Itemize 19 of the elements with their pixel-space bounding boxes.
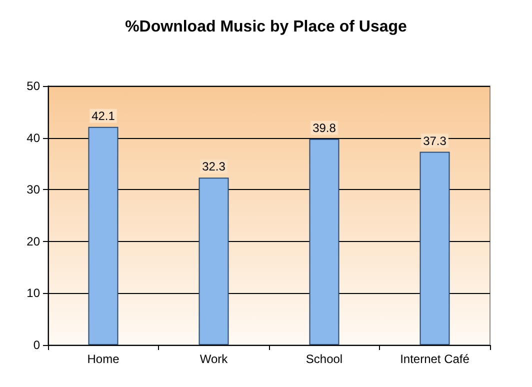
y-tick-label: 30 [26, 182, 40, 197]
chart-title: %Download Music by Place of Usage [125, 18, 408, 36]
bar [88, 126, 118, 345]
y-tick-label: 40 [26, 130, 40, 145]
data-label: 32.3 [202, 160, 226, 174]
bar [198, 178, 229, 345]
bar [309, 138, 340, 345]
data-label: 42.1 [92, 108, 116, 123]
x-tick-label: Home [87, 352, 120, 366]
y-tick-label: 10 [26, 286, 40, 300]
x-tick-label: School [306, 352, 343, 366]
data-label: 37.3 [423, 134, 447, 148]
bar [420, 152, 450, 345]
x-tick-label: Internet Café [400, 352, 470, 366]
y-tick-label: 20 [26, 234, 40, 248]
data-label: 39.8 [312, 120, 336, 135]
x-tick-label: Work [200, 352, 229, 366]
y-tick-label: 0 [33, 338, 40, 352]
y-tick-label: 50 [26, 79, 40, 93]
